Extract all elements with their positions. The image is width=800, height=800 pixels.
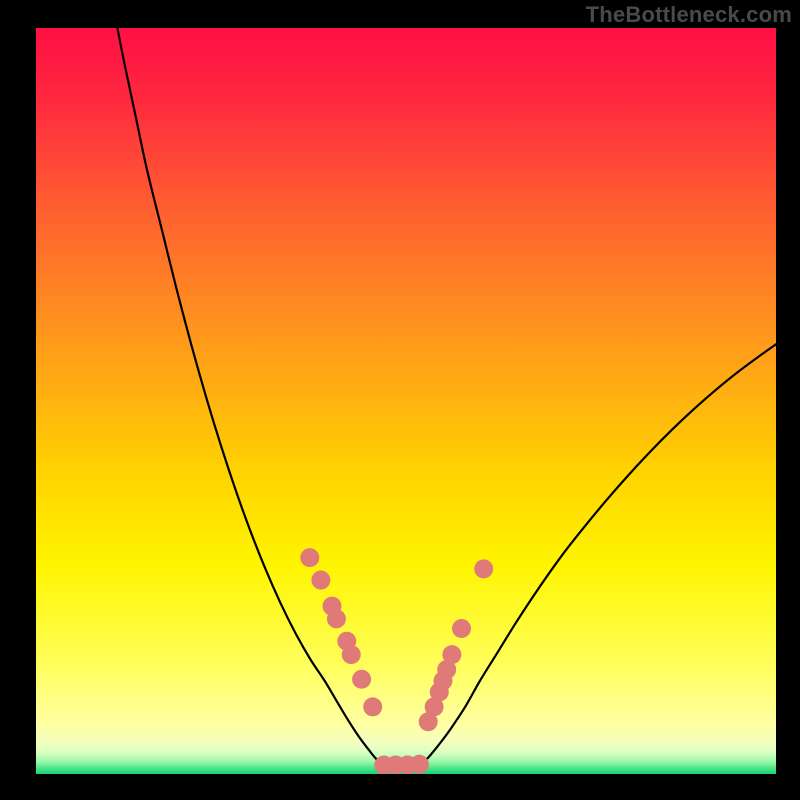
chart-svg bbox=[36, 28, 776, 774]
watermark-text: TheBottleneck.com bbox=[586, 2, 792, 28]
marker-point bbox=[363, 697, 382, 716]
marker-point bbox=[474, 559, 493, 578]
marker-point bbox=[327, 609, 346, 628]
plot-area bbox=[36, 28, 776, 774]
marker-point bbox=[311, 571, 330, 590]
flat-markers bbox=[374, 755, 429, 774]
marker-point bbox=[410, 755, 429, 774]
marker-point bbox=[352, 670, 371, 689]
marker-point bbox=[300, 548, 319, 567]
marker-point bbox=[452, 619, 471, 638]
gradient-background bbox=[36, 28, 776, 774]
marker-point bbox=[442, 645, 461, 664]
bottleneck-chart-figure: TheBottleneck.com bbox=[0, 0, 800, 800]
marker-point bbox=[342, 645, 361, 664]
